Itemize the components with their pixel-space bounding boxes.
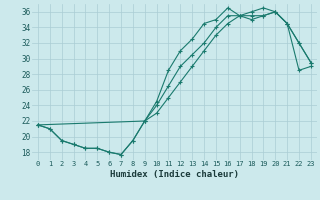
X-axis label: Humidex (Indice chaleur): Humidex (Indice chaleur): [110, 170, 239, 179]
